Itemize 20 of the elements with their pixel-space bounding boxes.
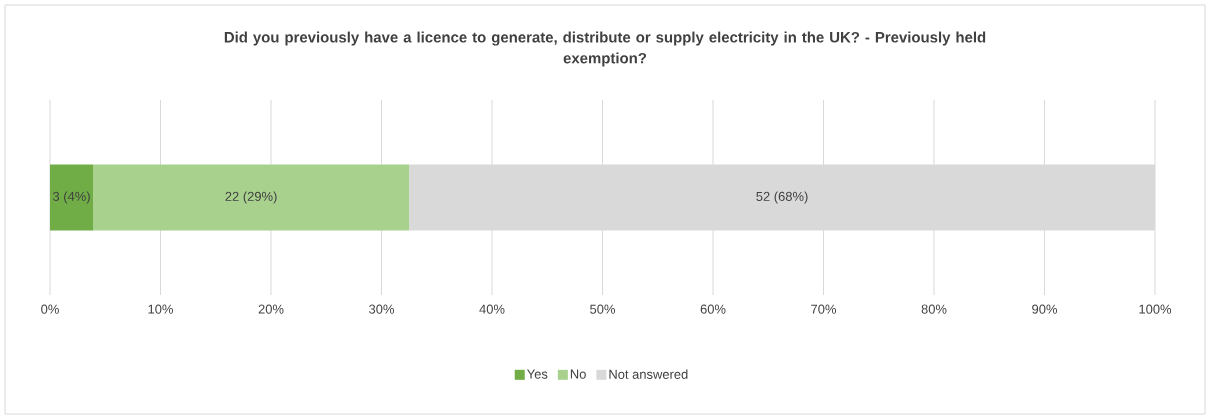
x-tick-label: 20% (258, 304, 284, 314)
chart-title: Did you previously have a licence to generate, distribute or supply electricity in the UK? - Previously held exemption? (224, 31, 986, 67)
x-tick-label: 80% (921, 304, 947, 314)
x-tick-label: 10% (148, 304, 174, 314)
data-label: 52 (68%) (756, 191, 808, 204)
legend-label: Not answered (609, 369, 688, 379)
x-tick-label: 50% (590, 304, 616, 314)
legend-label: No (570, 369, 586, 379)
x-tick-label: 60% (700, 304, 726, 314)
data-label: 3 (4%) (52, 191, 90, 204)
legend-label: Yes (527, 369, 548, 379)
x-tick-label: 0% (41, 304, 59, 314)
x-tick-label: 40% (479, 304, 505, 314)
bar (50, 164, 94, 231)
x-tick-label: 100% (1139, 304, 1172, 314)
data-label: 22 (29%) (225, 191, 277, 204)
x-tick-label: 90% (1032, 304, 1058, 314)
bar (93, 164, 410, 231)
x-tick-label: 30% (369, 304, 395, 314)
x-tick-label: 70% (811, 304, 837, 314)
